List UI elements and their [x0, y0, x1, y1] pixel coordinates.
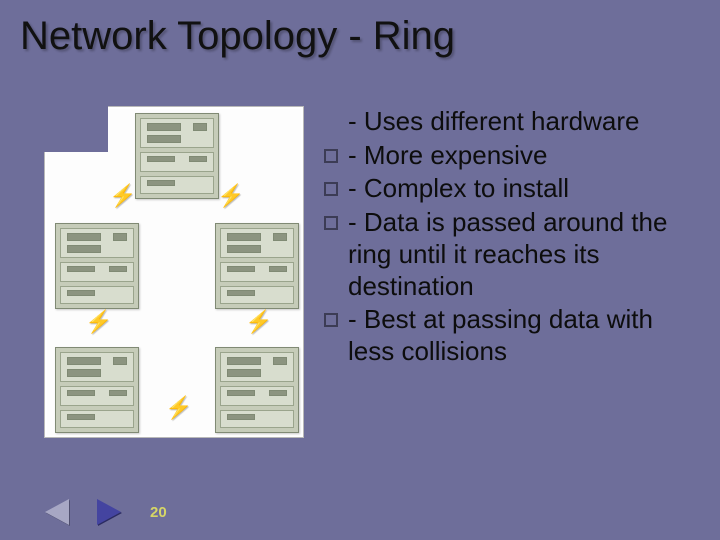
bullet-text: - Best at passing data with less collisi…: [348, 304, 694, 367]
slide-overlap-mask: [44, 106, 108, 152]
lightning-link-icon: ⚡: [217, 183, 244, 209]
slide-title: Network Topology - Ring: [20, 14, 455, 59]
lightning-link-icon: ⚡: [109, 183, 136, 209]
triangle-right-icon: [97, 499, 121, 525]
bullet-item: - Data is passed around the ring until i…: [324, 207, 694, 302]
server-node: [55, 223, 139, 309]
bullet-item: - Best at passing data with less collisi…: [324, 304, 694, 367]
bullet-text: - More expensive: [348, 140, 694, 172]
bullet-text: - Data is passed around the ring until i…: [348, 207, 694, 302]
lightning-link-icon: ⚡: [245, 309, 272, 335]
server-node: [215, 223, 299, 309]
ring-diagram: ⚡ ⚡ ⚡ ⚡ ⚡: [44, 106, 304, 438]
bullet-item: - Uses different hardware: [324, 106, 694, 138]
bullet-text: - Uses different hardware: [348, 106, 694, 138]
bullet-item: - More expensive: [324, 140, 694, 172]
bullet-list: - Uses different hardware- More expensiv…: [324, 106, 694, 370]
lightning-link-icon: ⚡: [165, 395, 192, 421]
slide-nav: 20: [40, 498, 167, 526]
server-node: [215, 347, 299, 433]
bullet-marker-icon: [324, 313, 338, 327]
page-number: 20: [150, 504, 167, 521]
bullet-text: - Complex to install: [348, 173, 694, 205]
bullet-marker-icon: [324, 149, 338, 163]
server-node: [55, 347, 139, 433]
bullet-marker-icon: [324, 216, 338, 230]
lightning-link-icon: ⚡: [85, 309, 112, 335]
bullet-item: - Complex to install: [324, 173, 694, 205]
bullet-marker-icon: [324, 182, 338, 196]
next-slide-button[interactable]: [92, 498, 126, 526]
server-node: [135, 113, 219, 199]
prev-slide-button[interactable]: [40, 498, 74, 526]
triangle-left-icon: [45, 499, 69, 525]
